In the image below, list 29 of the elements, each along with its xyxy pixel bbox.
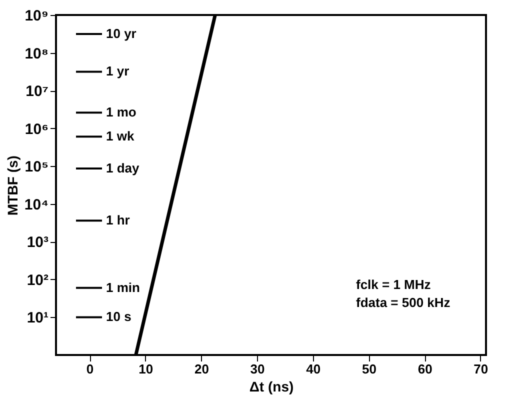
ref-line-label: 1 mo	[106, 104, 136, 120]
y-tick-label: 10⁹	[24, 8, 48, 24]
x-tick-label: 20	[194, 362, 209, 376]
x-tick-label: 60	[418, 362, 432, 376]
ref-line-label: 1 hr	[106, 212, 130, 228]
ref-line-label: 1 yr	[106, 64, 130, 79]
x-tick-label: 0	[86, 362, 94, 376]
x-tick-label: 50	[362, 362, 376, 376]
ref-line-label: 10 s	[106, 309, 132, 324]
y-tick-label: 10²	[26, 272, 48, 289]
y-tick-label: 10³	[26, 234, 48, 252]
ref-line-label: 1 wk	[106, 128, 135, 144]
annotation: fclk = 1 MHz	[356, 277, 432, 292]
x-tick-label: 10	[138, 362, 154, 376]
y-tick-label: 10¹	[26, 310, 48, 327]
y-axis-title: MTBF (s)	[4, 156, 20, 216]
y-tick-label: 10⁷	[26, 83, 48, 100]
annotation: fdata = 500 kHz	[356, 295, 451, 310]
ref-line-label: 10 yr	[106, 26, 136, 41]
y-tick-label: 10⁶	[24, 120, 48, 138]
x-tick-label: 70	[474, 362, 488, 376]
y-tick-label: 10⁵	[24, 158, 48, 176]
ref-line-label: 1 min	[106, 280, 140, 295]
x-axis-title: Δt (ns)	[249, 378, 294, 394]
y-tick-label: 10⁸	[24, 45, 48, 62]
y-tick-label: 10⁴	[24, 196, 48, 214]
ref-line-label: 1 day	[106, 160, 140, 176]
x-tick-label: 30	[250, 362, 265, 376]
x-tick-label: 40	[306, 362, 321, 376]
